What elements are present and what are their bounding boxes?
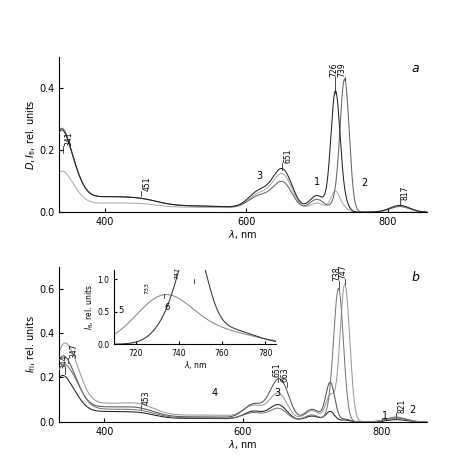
Text: 738: 738 xyxy=(332,267,341,281)
Text: 663: 663 xyxy=(280,367,289,382)
Text: 347: 347 xyxy=(69,343,78,357)
Text: 2: 2 xyxy=(361,178,367,188)
Text: b: b xyxy=(411,271,419,284)
Y-axis label: $D, I_{\rm fl}$, rel. units: $D, I_{\rm fl}$, rel. units xyxy=(24,99,37,170)
Y-axis label: $I_{\rm fl}$, rel. units: $I_{\rm fl}$, rel. units xyxy=(24,315,37,374)
Text: 2: 2 xyxy=(409,405,416,415)
Text: 344: 344 xyxy=(59,354,68,369)
Text: 739: 739 xyxy=(337,63,346,77)
Text: 453: 453 xyxy=(142,391,151,405)
Text: 651: 651 xyxy=(272,363,281,377)
Text: 817: 817 xyxy=(401,185,410,200)
X-axis label: $\lambda$, nm: $\lambda$, nm xyxy=(228,228,257,241)
Text: 451: 451 xyxy=(142,177,151,191)
Text: 821: 821 xyxy=(397,399,406,413)
Text: 1: 1 xyxy=(382,410,388,420)
Text: 3: 3 xyxy=(256,171,263,181)
Text: 651: 651 xyxy=(283,149,292,163)
Text: 341: 341 xyxy=(64,132,73,146)
Text: 747: 747 xyxy=(338,264,347,279)
Text: 726: 726 xyxy=(329,63,338,77)
Text: 3: 3 xyxy=(274,388,280,398)
Text: 4: 4 xyxy=(212,388,218,398)
Text: 1: 1 xyxy=(314,177,320,187)
X-axis label: $\lambda$, nm: $\lambda$, nm xyxy=(228,438,257,451)
Text: a: a xyxy=(411,62,419,74)
